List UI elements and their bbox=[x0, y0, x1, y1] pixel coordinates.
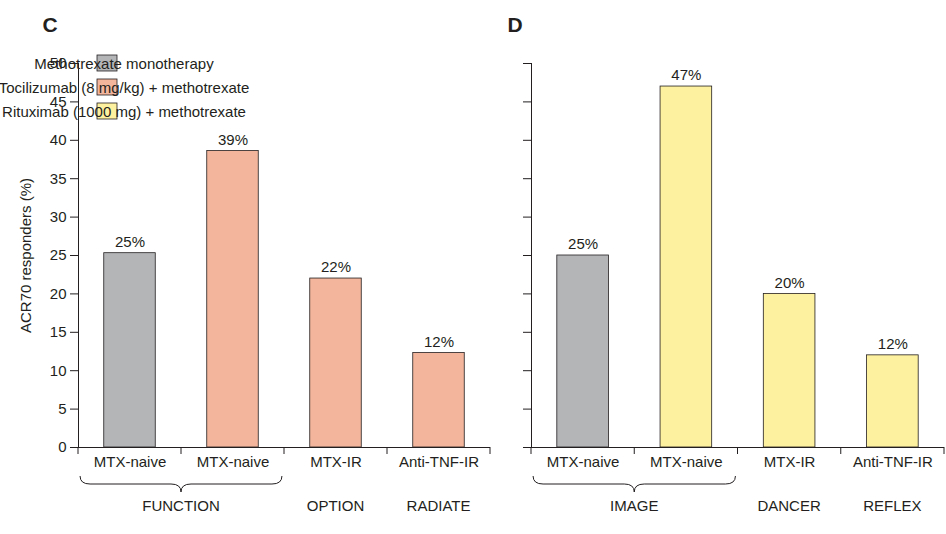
svg-text:OPTION: OPTION bbox=[307, 497, 365, 514]
svg-text:25: 25 bbox=[50, 246, 67, 263]
svg-text:ACR70 responders (%): ACR70 responders (%) bbox=[17, 178, 34, 333]
svg-text:15: 15 bbox=[50, 323, 67, 340]
svg-text:40: 40 bbox=[50, 131, 67, 148]
svg-text:DANCER: DANCER bbox=[757, 497, 821, 514]
svg-text:Rituximab (1000 mg) + methotre: Rituximab (1000 mg) + methotrexate bbox=[2, 103, 246, 120]
svg-text:20%: 20% bbox=[775, 274, 805, 291]
svg-text:Tocilizumab (8 mg/kg) + methot: Tocilizumab (8 mg/kg) + methotrexate bbox=[0, 79, 249, 96]
svg-text:Methotrexate monotherapy: Methotrexate monotherapy bbox=[34, 55, 214, 72]
svg-text:20: 20 bbox=[50, 285, 67, 302]
svg-text:39%: 39% bbox=[218, 131, 248, 148]
svg-text:REFLEX: REFLEX bbox=[863, 497, 921, 514]
svg-text:FUNCTION: FUNCTION bbox=[142, 497, 220, 514]
svg-text:MTX-naive: MTX-naive bbox=[650, 453, 723, 470]
svg-text:Anti-TNF-IR: Anti-TNF-IR bbox=[399, 453, 479, 470]
svg-text:35: 35 bbox=[50, 170, 67, 187]
svg-text:10: 10 bbox=[50, 362, 67, 379]
svg-text:MTX-IR: MTX-IR bbox=[310, 453, 362, 470]
svg-text:22%: 22% bbox=[321, 258, 351, 275]
svg-text:MTX-naive: MTX-naive bbox=[94, 453, 167, 470]
svg-text:D: D bbox=[507, 13, 522, 36]
svg-text:12%: 12% bbox=[878, 335, 908, 352]
svg-text:25%: 25% bbox=[115, 233, 145, 250]
svg-text:Anti-TNF-IR: Anti-TNF-IR bbox=[853, 453, 933, 470]
svg-text:25%: 25% bbox=[568, 235, 598, 252]
svg-text:MTX-naive: MTX-naive bbox=[197, 453, 270, 470]
svg-text:5: 5 bbox=[58, 400, 66, 417]
svg-text:MTX-naive: MTX-naive bbox=[547, 453, 620, 470]
svg-text:MTX-IR: MTX-IR bbox=[764, 453, 816, 470]
svg-text:30: 30 bbox=[50, 208, 67, 225]
svg-text:RADIATE: RADIATE bbox=[407, 497, 471, 514]
svg-text:47%: 47% bbox=[671, 66, 701, 83]
svg-text:0: 0 bbox=[58, 438, 66, 455]
svg-text:IMAGE: IMAGE bbox=[610, 497, 658, 514]
svg-text:12%: 12% bbox=[424, 333, 454, 350]
svg-text:C: C bbox=[42, 13, 57, 36]
